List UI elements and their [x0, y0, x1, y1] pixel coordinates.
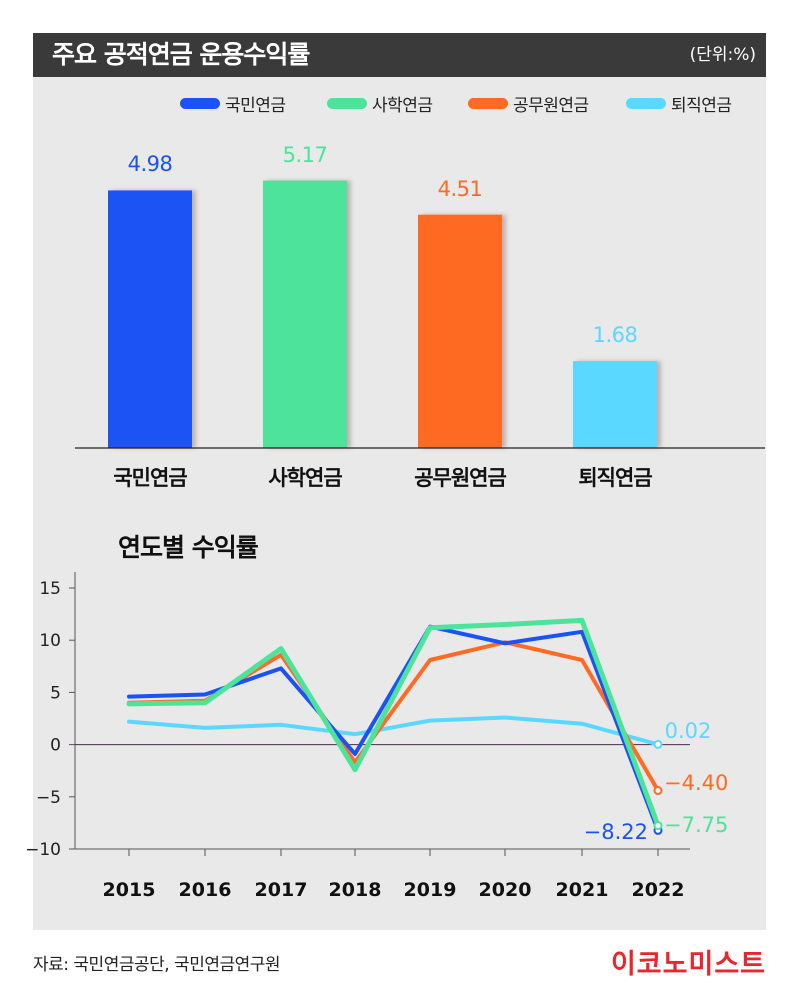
series-end-label: −7.75: [664, 813, 728, 837]
series-endpoint-4: [653, 821, 663, 831]
bar-category-label: 사학연금: [268, 466, 342, 490]
bar-4: [573, 361, 657, 448]
x-tick-label: 2015: [103, 879, 156, 901]
series-line-3: [127, 624, 660, 833]
bar-category-label: 퇴직연금: [578, 466, 652, 490]
unit-label: (단위:%): [689, 45, 756, 65]
x-tick-label: 2020: [479, 879, 532, 901]
bar-value-label: 5.17: [282, 142, 328, 167]
y-tick-label: 15: [39, 579, 61, 599]
x-tick-label: 2016: [179, 879, 232, 901]
x-tick-label: 2019: [404, 879, 457, 901]
y-tick-label: 5: [50, 683, 61, 703]
legend-item-private-school: 사학연금: [327, 90, 433, 116]
bar-1: [108, 190, 192, 448]
bar-category-label: 국민연금: [113, 466, 187, 490]
x-tick-label: 2021: [556, 879, 609, 901]
legend-swatch: [626, 97, 666, 109]
x-tick-label: 2022: [632, 879, 685, 901]
legend-item-retirement: 퇴직연금: [626, 90, 732, 116]
legend-label: 국민연금: [225, 95, 286, 116]
series-end-label: −8.22: [584, 820, 648, 844]
legend-label: 퇴직연금: [671, 95, 732, 116]
chart-title: 주요 공적연금 운용수익률: [52, 40, 310, 69]
series-endpoint-1: [653, 739, 663, 749]
y-tick-label: 0: [50, 736, 61, 756]
bar-value-label: 4.98: [127, 152, 173, 177]
series-line-2: [127, 640, 660, 793]
x-tick-label: 2018: [329, 879, 382, 901]
bar-category-label: 공무원연금: [414, 466, 507, 490]
legend-label: 사학연금: [372, 95, 433, 116]
series-endpoint-2: [653, 786, 663, 796]
bar-3: [418, 214, 502, 448]
line-chart-title: 연도별 수익률: [118, 533, 259, 562]
bar-chart: [75, 180, 765, 449]
legend-label: 공무원연금: [513, 95, 589, 116]
title-bar: [33, 33, 766, 77]
bar-value-label: 4.51: [437, 176, 483, 201]
y-tick-label: −5: [36, 788, 61, 808]
series-line-1: [127, 715, 660, 747]
brand-logo: 이코노미스트: [610, 949, 766, 980]
series-end-label: 0.02: [665, 719, 712, 743]
bar-2: [263, 180, 347, 448]
legend-item-civil-servant: 공무원연금: [468, 90, 589, 116]
series-line-4: [126, 617, 661, 828]
series-end-label: −4.40: [664, 771, 728, 795]
y-tick-label: 10: [39, 631, 61, 651]
bar-value-label: 1.68: [592, 323, 638, 348]
source-note: 자료: 국민연금공단, 국민연금연구원: [33, 955, 281, 975]
legend-swatch: [468, 97, 508, 109]
x-tick-label: 2017: [255, 879, 308, 901]
y-tick-label: −10: [25, 840, 61, 860]
legend-swatch: [327, 97, 367, 109]
legend-swatch: [180, 97, 220, 109]
legend-item-national: 국민연금: [180, 90, 286, 116]
